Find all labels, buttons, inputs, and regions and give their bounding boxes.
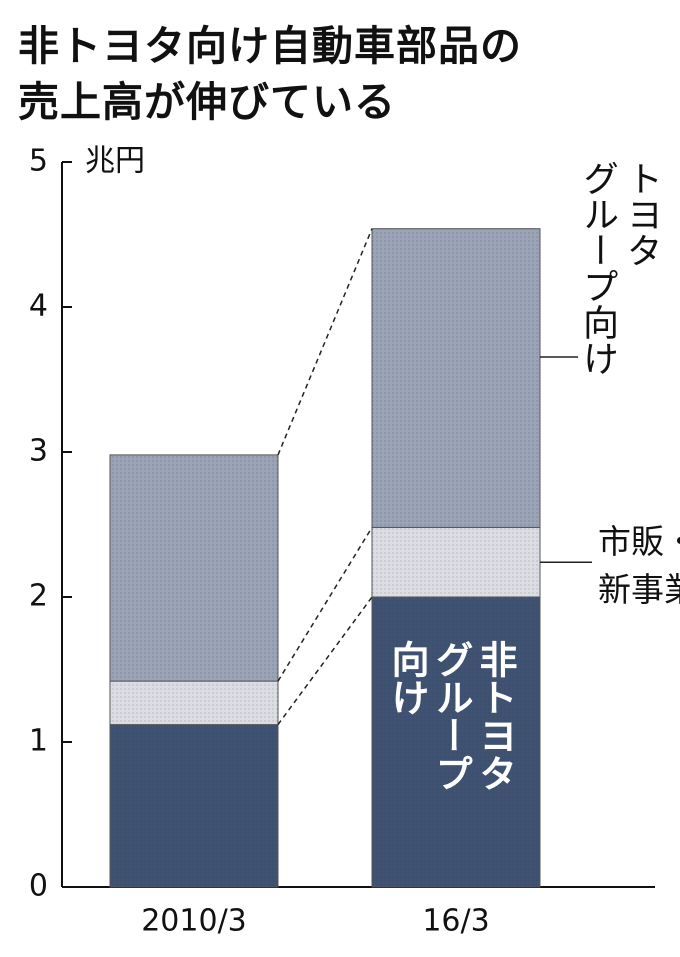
- y-tick-label: 5: [29, 144, 48, 179]
- texture: [110, 724, 278, 887]
- texture: [110, 454, 278, 682]
- series-label: 市販・ 新事業: [598, 522, 680, 609]
- chart-title: 非トヨタ向け自動車部品の 売上高が伸びている: [18, 22, 522, 126]
- connector: [277, 228, 373, 456]
- unit-label: 兆円: [85, 144, 145, 179]
- series-label: 非トヨタ グループ 向け: [385, 640, 517, 792]
- series-label: トヨタ グループ向け: [577, 160, 662, 376]
- y-tick-label: 3: [29, 434, 48, 469]
- texture: [372, 527, 540, 597]
- x-tick-label: 2010/3: [141, 904, 247, 939]
- texture: [372, 228, 540, 528]
- texture: [110, 681, 278, 725]
- texture: [372, 597, 540, 887]
- y-tick-label: 0: [29, 869, 48, 904]
- y-tick-label: 1: [29, 724, 48, 759]
- y-tick-label: 2: [29, 579, 48, 614]
- connector: [277, 527, 373, 682]
- x-tick-label: 16/3: [422, 904, 489, 939]
- connector: [277, 596, 373, 726]
- y-tick-label: 4: [29, 289, 48, 324]
